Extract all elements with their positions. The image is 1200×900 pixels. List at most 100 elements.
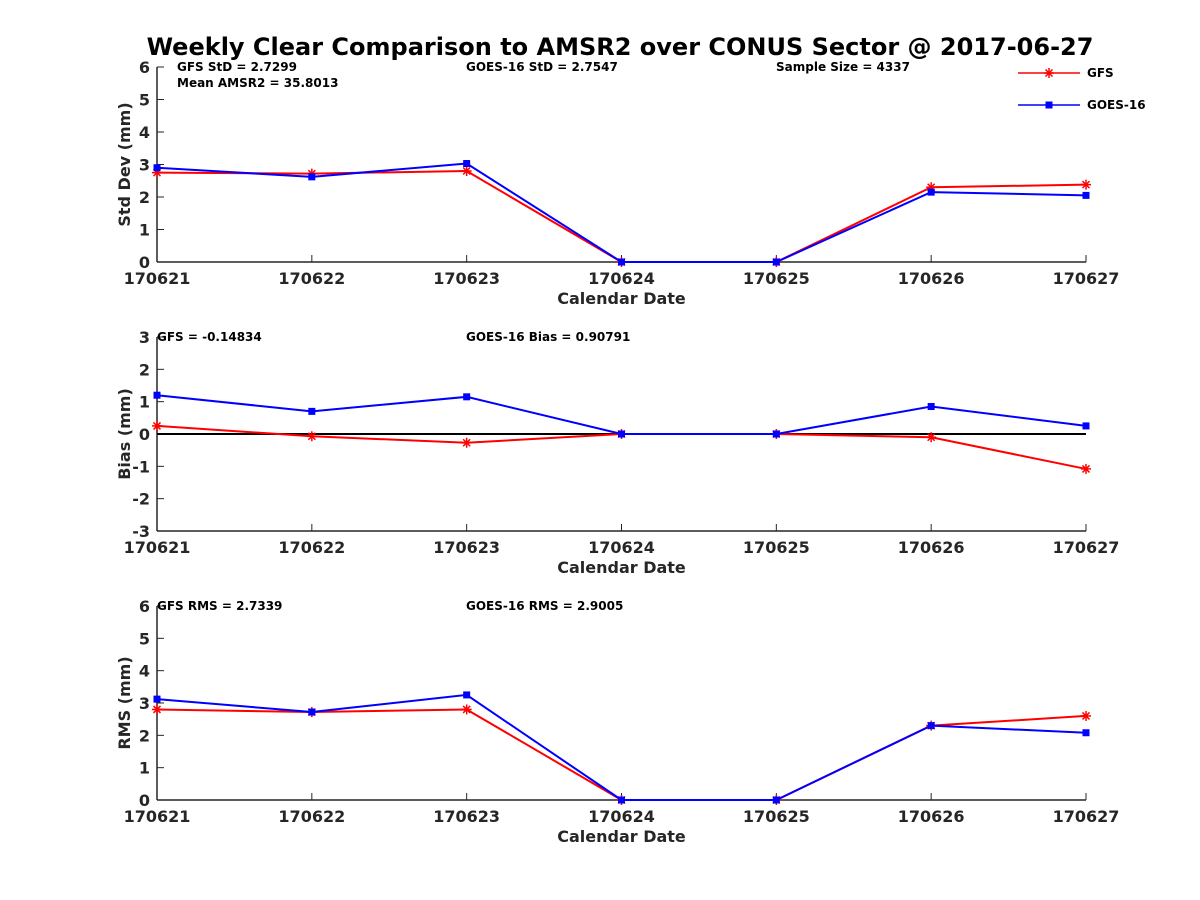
stat-annotation: GOES-16 RMS = 2.9005: [466, 599, 623, 613]
data-point: [461, 704, 472, 715]
series-line: [156, 169, 1087, 263]
y-tick-label: -1: [132, 457, 150, 476]
data-point: [1081, 179, 1091, 190]
x-tick-label: 170623: [433, 538, 500, 557]
data-point-stroke: [1081, 464, 1091, 473]
y-tick-label: 3: [139, 328, 150, 347]
series-line: [156, 708, 1087, 801]
y-tick-label: 4: [139, 662, 150, 681]
series-goes: [153, 391, 1090, 438]
series-goes: [153, 160, 1090, 266]
data-point: [461, 437, 472, 448]
data-point: [152, 420, 162, 431]
y-tick-label: 2: [139, 188, 150, 207]
y-tick-label: 0: [139, 425, 150, 444]
x-tick-label: 170627: [1053, 538, 1120, 557]
y-tick-label: 5: [139, 629, 150, 648]
data-point: [306, 431, 317, 442]
data-point: [153, 164, 161, 172]
data-point: [308, 173, 316, 181]
legend-gfs-marker: [1044, 68, 1054, 78]
stat-annotation: GFS = -0.14834: [157, 330, 262, 344]
x-tick-label: 170622: [278, 538, 345, 557]
y-axis-label: Bias (mm): [115, 388, 134, 480]
data-point: [461, 166, 472, 176]
data-point-stroke: [1081, 711, 1091, 720]
data-point: [463, 691, 471, 699]
data-point: [153, 695, 161, 703]
chart-panel-3: 0 1 2 3 4 5 6 170621 170622 170623 170624 170625 170…: [115, 597, 1119, 846]
legend-gfs-label: GFS: [1087, 66, 1114, 80]
x-axis-label: Calendar Date: [557, 289, 686, 308]
y-tick-label: 1: [139, 221, 150, 240]
data-point: [1081, 710, 1091, 721]
data-point: [618, 796, 625, 804]
data-point-stroke: [152, 421, 162, 430]
x-tick-label: 170624: [588, 538, 655, 557]
data-point: [1082, 422, 1090, 430]
y-tick-label: 1: [139, 759, 150, 778]
data-point-stroke: [462, 166, 471, 176]
series-line: [156, 394, 1087, 435]
data-point: [153, 391, 161, 399]
data-point: [618, 258, 625, 266]
series-gfs: [152, 420, 1091, 474]
data-point: [308, 708, 316, 716]
stat-annotation: Mean AMSR2 = 35.8013: [177, 76, 338, 90]
series-line: [156, 162, 1087, 263]
data-point: [772, 430, 780, 438]
x-tick-label: 170624: [588, 269, 655, 288]
data-point-stroke: [1081, 180, 1091, 189]
x-tick-label: 170621: [124, 807, 191, 826]
chart-panel-2: -3 -2 -1 0 1 2 3 170621 170622 170623 170624 170625…: [115, 328, 1119, 577]
x-tick-label: 170625: [743, 538, 810, 557]
data-point-stroke: [927, 433, 936, 442]
data-point-stroke: [462, 438, 471, 447]
data-point: [926, 432, 937, 443]
stat-annotation: GFS RMS = 2.7339: [157, 599, 282, 613]
y-tick-label: -2: [132, 490, 150, 509]
x-tick-label: 170623: [433, 807, 500, 826]
data-point: [152, 704, 162, 715]
x-tick-label: 170624: [588, 807, 655, 826]
x-tick-label: 170621: [124, 269, 191, 288]
x-tick-label: 170626: [898, 538, 965, 557]
data-point-stroke: [307, 432, 316, 441]
y-axis-label: RMS (mm): [115, 656, 134, 749]
data-point-stroke: [462, 705, 471, 714]
series-gfs: [152, 166, 1091, 267]
stat-annotation: GOES-16 StD = 2.7547: [466, 60, 618, 74]
y-tick-label: -3: [132, 522, 150, 541]
chart-title: Weekly Clear Comparison to AMSR2 over CO…: [147, 33, 1094, 61]
x-tick-label: 170625: [743, 269, 810, 288]
data-point: [463, 160, 471, 168]
x-tick-label: 170627: [1053, 807, 1120, 826]
stat-annotation: GOES-16 Bias = 0.90791: [466, 330, 630, 344]
series-line: [156, 693, 1087, 801]
data-point: [772, 796, 780, 804]
data-point: [308, 407, 316, 415]
x-axis-label: Calendar Date: [557, 558, 686, 577]
stat-annotation: Sample Size = 4337: [776, 60, 910, 74]
x-tick-label: 170622: [278, 807, 345, 826]
data-point: [463, 393, 471, 401]
y-tick-label: 2: [139, 726, 150, 745]
data-point: [927, 722, 935, 730]
data-point: [1082, 729, 1090, 737]
legend: GFS GOES-16: [1018, 66, 1146, 112]
data-point: [618, 430, 625, 438]
y-tick-label: 4: [139, 123, 150, 142]
data-point-stroke: [152, 705, 162, 714]
x-tick-label: 170626: [898, 269, 965, 288]
series-goes: [153, 691, 1090, 804]
series-gfs: [152, 704, 1091, 805]
y-tick-label: 6: [139, 597, 150, 616]
stat-annotation: GFS StD = 2.7299: [177, 60, 297, 74]
chart-panel-1: 0 1 2 3 4 5 6 170621 170622 170623 170624 170625 170…: [115, 58, 1119, 308]
x-tick-label: 170621: [124, 538, 191, 557]
y-tick-label: 0: [139, 253, 150, 272]
x-tick-label: 170623: [433, 269, 500, 288]
y-tick-label: 5: [139, 91, 150, 110]
data-point: [772, 258, 780, 266]
x-axis-label: Calendar Date: [557, 827, 686, 846]
